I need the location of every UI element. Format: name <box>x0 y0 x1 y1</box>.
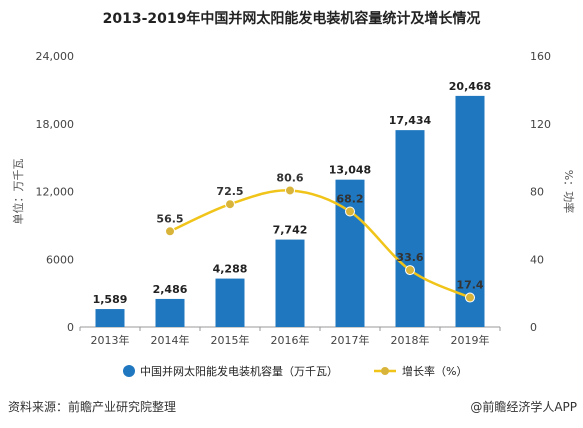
y-tick-label: 12,000 <box>36 186 75 199</box>
legend-line-label: 增长率（%） <box>402 364 467 378</box>
y-tick-label: 0 <box>67 321 74 334</box>
x-tick-label: 2013年 <box>91 333 130 347</box>
growth-point-2 <box>165 226 175 237</box>
growth-point-6 <box>405 265 415 276</box>
growth-value-label: 72.5 <box>216 185 243 198</box>
y-tick-label: 18,000 <box>36 118 75 131</box>
growth-point-7 <box>465 292 475 303</box>
growth-value-label: 56.5 <box>156 212 183 225</box>
x-tick-label: 2017年 <box>331 333 370 347</box>
x-tick-label: 2015年 <box>211 333 250 347</box>
bar-4 <box>275 239 305 327</box>
growth-point-4 <box>285 185 295 196</box>
bar-1 <box>95 309 125 327</box>
growth-value-label: 33.6 <box>396 251 423 264</box>
bar-value-label: 7,742 <box>273 224 308 237</box>
source-note: 资料来源：前瞻产业研究院整理 <box>8 400 177 414</box>
y2-tick-label: 160 <box>530 50 551 63</box>
growth-point-5 <box>345 206 355 217</box>
bar-value-label: 20,468 <box>449 80 491 93</box>
y2-axis-title: %：功率 <box>562 170 576 213</box>
growth-value-label: 68.2 <box>336 192 363 205</box>
x-tick-label: 2018年 <box>391 333 430 347</box>
y2-tick-label: 80 <box>530 186 544 199</box>
y2-tick-label: 120 <box>530 118 551 131</box>
bar-value-label: 4,288 <box>213 263 248 276</box>
chart-title: 2013-2019年中国并网太阳能发电装机容量统计及增长情况 <box>102 11 481 27</box>
brand-credit: @前瞻经济学人APP <box>470 400 577 414</box>
y-tick-label: 6000 <box>46 253 74 266</box>
bar-value-label: 13,048 <box>329 164 371 177</box>
x-tick-label: 2014年 <box>151 333 190 347</box>
y-tick-label: 24,000 <box>36 50 75 63</box>
bar-2 <box>155 298 185 327</box>
bar-3 <box>215 278 245 327</box>
legend-line-marker <box>381 367 389 375</box>
growth-value-label: 80.6 <box>276 171 303 184</box>
y-axis-title: 单位：万千瓦 <box>11 159 25 225</box>
growth-value-label: 17.4 <box>456 279 483 292</box>
growth-line <box>169 189 471 299</box>
bar-6 <box>395 130 425 327</box>
x-tick-label: 2016年 <box>271 333 310 347</box>
x-tick-label: 2019年 <box>451 333 490 347</box>
y2-tick-label: 0 <box>530 321 537 334</box>
growth-point-3 <box>225 199 235 210</box>
y2-tick-label: 40 <box>530 253 544 266</box>
bar-value-label: 2,486 <box>153 283 188 296</box>
bar-value-label: 1,589 <box>93 293 128 306</box>
bar-7 <box>455 95 485 327</box>
legend-bar-label: 中国并网太阳能发电装机容量（万千瓦） <box>140 364 338 378</box>
bar-value-label: 17,434 <box>389 114 432 127</box>
legend-bar-swatch <box>123 365 135 377</box>
